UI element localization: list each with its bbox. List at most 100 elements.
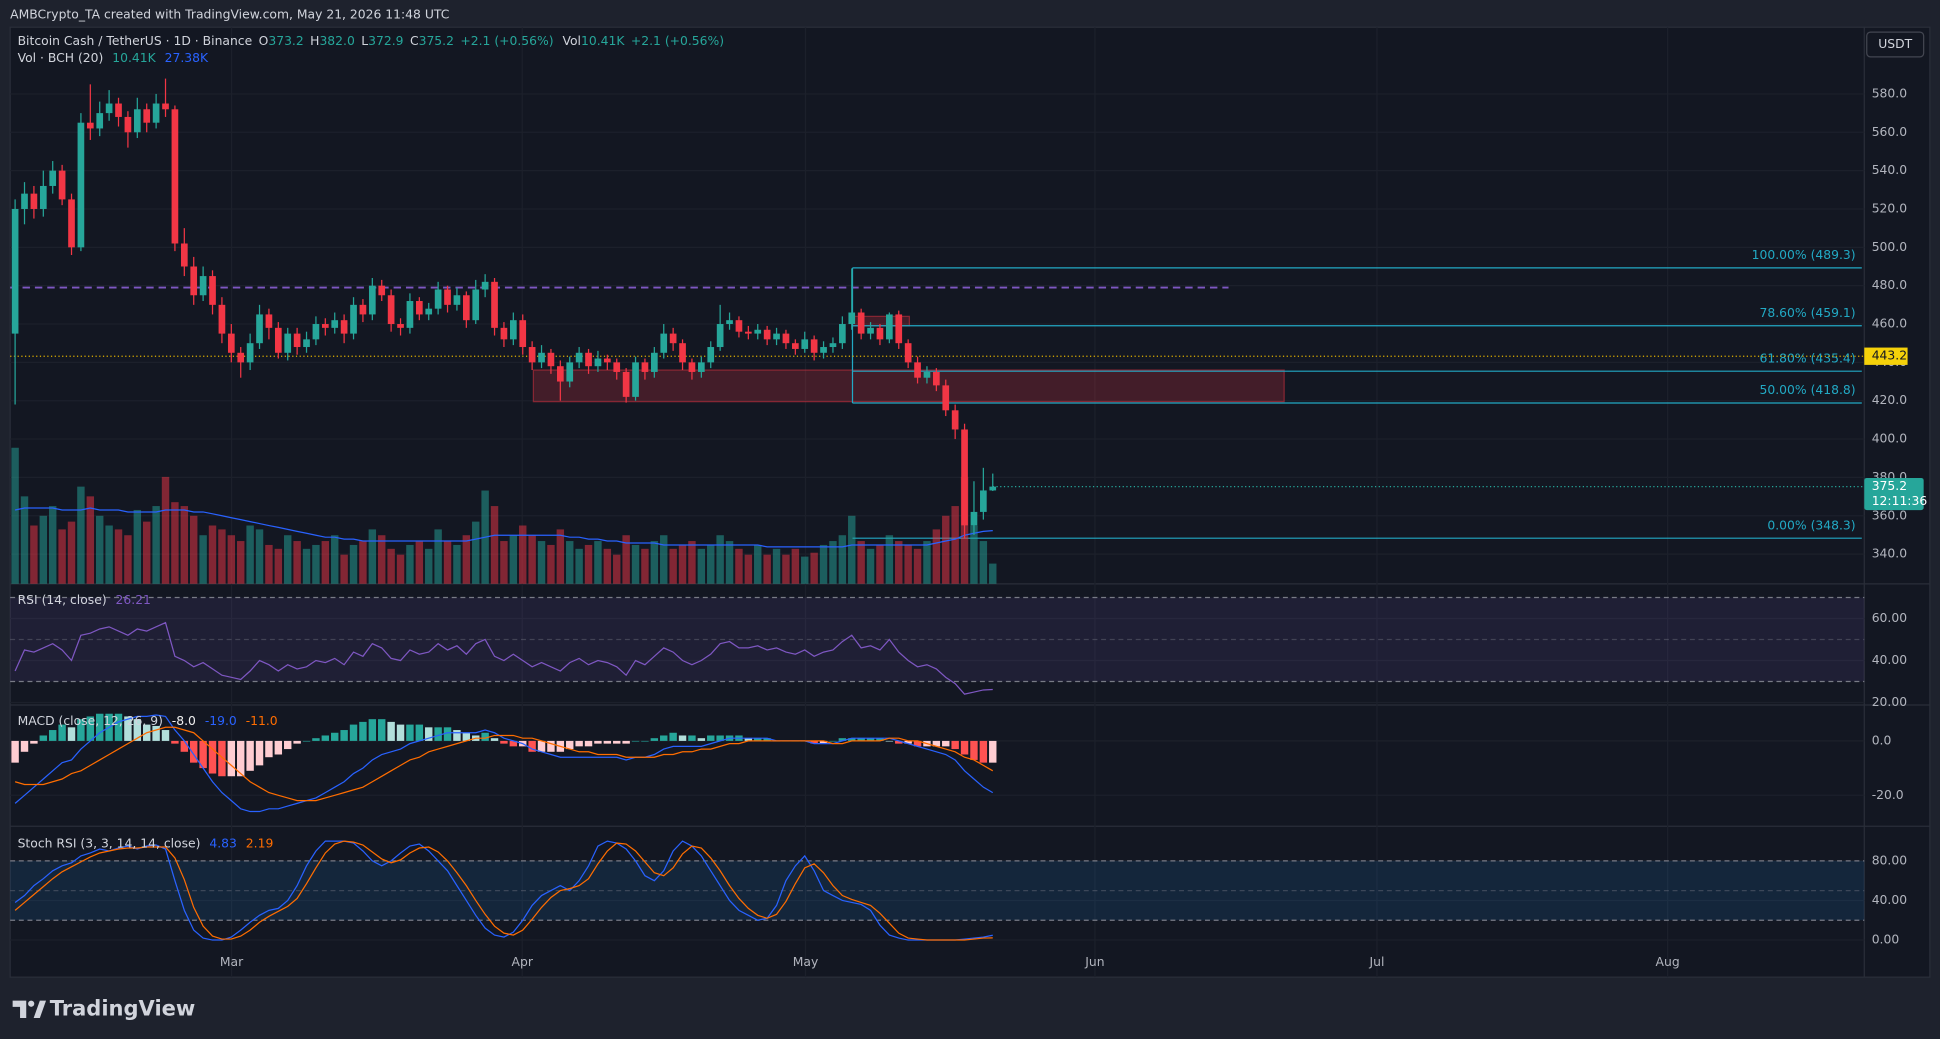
candle-body: [641, 362, 649, 372]
candle-body: [651, 352, 658, 372]
y-tick-label: -20.0: [1872, 788, 1904, 802]
volume-bar: [152, 506, 160, 584]
macd-hist-bar: [688, 735, 696, 741]
candle-body: [321, 324, 329, 328]
macd-hist-bar: [895, 740, 903, 744]
volume-bar: [349, 544, 358, 584]
y-tick-label: 540.0: [1872, 163, 1908, 177]
candle-body: [96, 113, 104, 129]
volume-bar: [866, 548, 875, 584]
candle-body: [566, 362, 574, 382]
volume-bar: [77, 486, 85, 584]
credit-line: AMBCrypto_TA created with TradingView.co…: [10, 7, 449, 21]
y-tick-label: 400.0: [1872, 432, 1908, 446]
y-tick-label: 340.0: [1872, 547, 1908, 561]
candle-body: [265, 314, 273, 328]
candle-body: [199, 276, 207, 296]
currency[interactable]: USDT: [1878, 37, 1912, 51]
macd-hist-bar: [537, 740, 546, 752]
candle-body: [39, 185, 47, 209]
currency-frame[interactable]: [1866, 31, 1925, 58]
volume-bar: [979, 541, 988, 584]
macd-hist-bar: [960, 740, 969, 755]
macd-hist-bar: [866, 738, 875, 741]
currency-button[interactable]: [1866, 31, 1925, 58]
volume-bar: [208, 525, 217, 584]
logo-part: [12, 1000, 27, 1018]
volume-bar: [838, 535, 847, 584]
volume-bar: [321, 541, 330, 584]
candle-body: [839, 324, 846, 344]
candle-body: [857, 312, 865, 334]
y-tick-label: 360.0: [1872, 508, 1908, 522]
volume-bar: [744, 554, 753, 584]
volume-bar: [462, 535, 471, 584]
macd-hist-bar: [716, 735, 724, 741]
candle-body: [350, 304, 357, 334]
o-value: 373.2: [268, 33, 303, 47]
vol-change: +2.1 (+0.56%): [631, 33, 724, 47]
volume-bar: [537, 541, 546, 584]
macd-hist-bar: [453, 730, 461, 741]
c-label: C: [410, 33, 419, 47]
volume-bar: [566, 541, 574, 584]
macd-hist-bar: [368, 719, 377, 741]
candle-body: [980, 490, 987, 512]
volume-bar: [876, 544, 884, 584]
volume-bar: [575, 548, 583, 584]
candle-body: [453, 295, 461, 305]
y-tick-label: 520.0: [1872, 201, 1908, 215]
candle-body: [444, 289, 451, 305]
candle-body: [133, 109, 141, 133]
macd-hist-bar: [133, 719, 142, 741]
volume-bar: [660, 535, 668, 584]
candle-body: [603, 358, 611, 363]
y-tick-label: 460.0: [1872, 317, 1908, 331]
vol-label: Vol: [562, 33, 581, 47]
macd-hist-bar: [180, 740, 189, 752]
macd-hist-bar: [190, 740, 198, 763]
macd-hist-bar: [39, 735, 48, 741]
macd-hist-bar: [30, 740, 38, 744]
x-tick-label: Jul: [1368, 955, 1384, 969]
signal-line: [14, 726, 994, 802]
volume-bar: [631, 544, 640, 584]
macd-hist-bar: [707, 735, 715, 741]
macd-hist-bar: [86, 716, 95, 741]
volume-bar: [472, 521, 480, 584]
macd-hist-bar: [631, 740, 640, 742]
volume-bar: [30, 525, 38, 584]
volume-bar: [265, 544, 273, 584]
macd-hist-bar: [378, 719, 386, 741]
macd-hist-bar: [199, 740, 207, 769]
candle-body: [679, 343, 686, 363]
volume-bar: [443, 541, 452, 584]
candle-body: [162, 103, 169, 110]
macd-hist-bar: [340, 730, 348, 741]
macd-hist-bar: [885, 740, 894, 742]
y-tick-label: 500.0: [1872, 240, 1908, 254]
volume-ma-value: 27.38K: [165, 51, 209, 65]
volume-bar: [274, 548, 283, 584]
x-tick-label: Mar: [220, 955, 244, 969]
volume-bar: [942, 515, 950, 584]
rsi-band: [10, 597, 1865, 682]
candle-body: [180, 243, 188, 267]
candle-body: [660, 333, 668, 353]
macd-hist-bar: [406, 724, 414, 741]
volume-bar: [302, 548, 311, 584]
candle-body: [904, 343, 912, 363]
candle-body: [782, 333, 790, 344]
candle-body: [622, 371, 630, 397]
volume-value: 10.41K: [112, 51, 156, 65]
volume-bar: [754, 544, 762, 584]
volume-bar: [378, 535, 386, 584]
macd-hist-bar: [274, 740, 283, 755]
candle-body: [754, 329, 762, 334]
x-tick-label: Jun: [1084, 955, 1104, 969]
candle-body: [989, 486, 997, 491]
macd-hist-bar: [913, 740, 922, 747]
macd-hist-bar: [359, 721, 367, 741]
volume-bar: [124, 535, 132, 584]
macd-hist-bar: [641, 740, 649, 742]
